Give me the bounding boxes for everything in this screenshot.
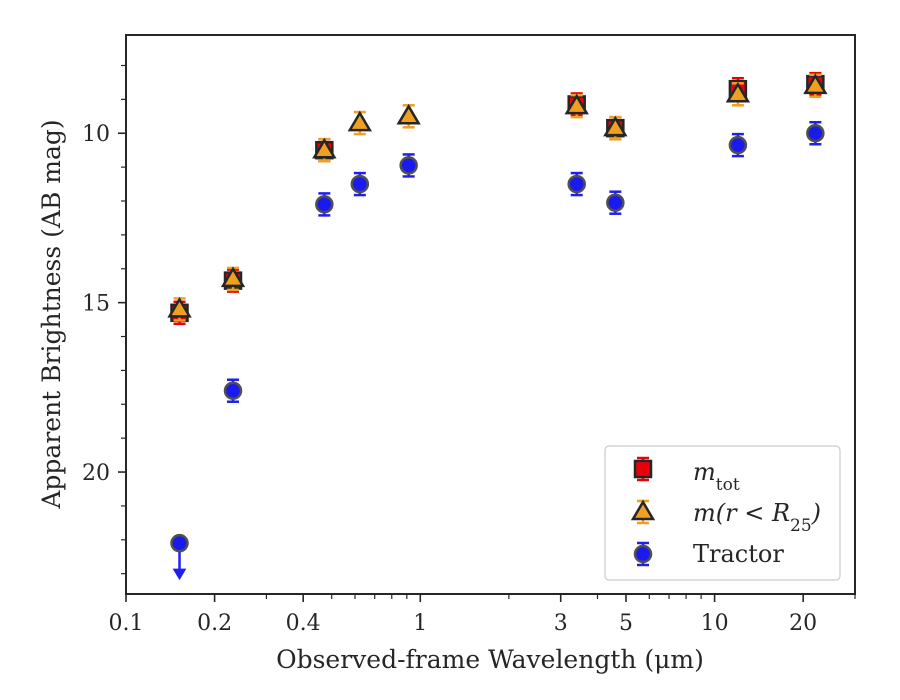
mr25-point xyxy=(396,103,421,125)
legend-box xyxy=(604,445,841,581)
tractor-point xyxy=(170,533,189,553)
tractor-point xyxy=(350,174,370,194)
legend-marker-mtot xyxy=(633,459,653,479)
mr25-point xyxy=(725,81,751,103)
legend-label-mr25: m(r < R25) xyxy=(693,499,821,536)
mr25-point xyxy=(220,266,246,288)
tractor-point xyxy=(606,193,625,212)
x-tick-label: 1 xyxy=(413,611,427,636)
y-tick-label: 20 xyxy=(82,461,110,486)
mr25-point xyxy=(603,115,628,137)
legend-marker-tractor xyxy=(633,544,653,564)
mr25-point xyxy=(803,73,828,95)
legend-label-tractor: Tractor xyxy=(693,540,784,568)
x-tick-label: 0.2 xyxy=(197,611,232,636)
tractor-point xyxy=(806,123,825,143)
x-tick-label: 0.1 xyxy=(109,611,144,636)
mr25-point xyxy=(167,296,192,318)
tractor-point xyxy=(567,174,586,194)
data-marks xyxy=(167,71,828,581)
legend-label-mtot: mtot xyxy=(693,458,740,495)
x-tick-label: 0.4 xyxy=(286,611,321,636)
y-tick-label: 10 xyxy=(82,122,110,147)
y-axis-title: Apparent Brightness (AB mag) xyxy=(37,119,66,509)
x-tick-label: 3 xyxy=(554,611,568,636)
upper-limit-arrowhead xyxy=(172,568,187,581)
tractor-point xyxy=(728,135,748,155)
legend-markers xyxy=(630,456,656,567)
x-axis-title: Observed-frame Wavelength (μm) xyxy=(276,645,704,674)
x-tick-label: 20 xyxy=(789,611,817,636)
tractor-point xyxy=(223,381,243,400)
mr25-point xyxy=(347,110,372,132)
tractor-point xyxy=(315,195,334,214)
axis-ticks: 0.1 0.2 0.4 1 3 5 10 20 10 15 20 xyxy=(82,64,856,636)
mr25-point xyxy=(312,137,337,159)
tractor-point xyxy=(399,156,418,175)
x-tick-label: 10 xyxy=(701,611,729,636)
legend-marker-mr25 xyxy=(630,499,656,521)
mr25-point xyxy=(564,93,589,115)
y-tick-label: 15 xyxy=(82,292,110,317)
legend: mtot m(r < R25) Tractor xyxy=(604,445,841,581)
x-tick-label: 5 xyxy=(619,611,633,636)
